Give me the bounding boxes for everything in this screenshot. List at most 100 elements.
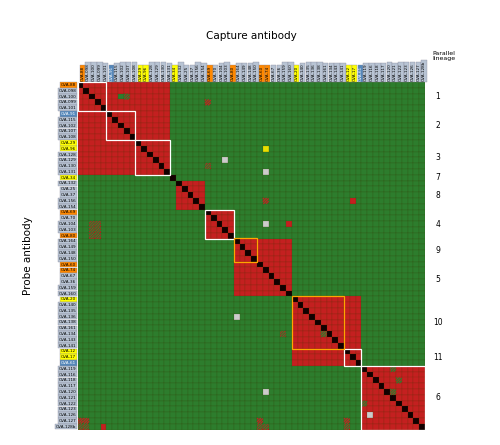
Bar xyxy=(246,424,252,429)
Bar xyxy=(84,331,89,337)
Bar xyxy=(298,152,304,158)
Bar xyxy=(130,291,136,296)
Bar xyxy=(84,412,89,418)
Bar xyxy=(124,389,130,395)
Bar xyxy=(373,227,378,233)
Bar xyxy=(356,354,362,360)
Bar xyxy=(332,82,338,88)
Bar xyxy=(414,400,419,406)
Bar xyxy=(373,308,378,314)
Bar xyxy=(384,267,390,273)
Bar xyxy=(141,418,147,424)
Bar xyxy=(124,175,130,181)
Bar xyxy=(84,82,89,88)
Bar xyxy=(158,146,164,152)
Bar xyxy=(194,239,199,244)
Text: OVA-120: OVA-120 xyxy=(388,63,392,81)
Bar xyxy=(257,111,263,117)
Bar xyxy=(298,105,304,111)
Text: OVA-122: OVA-122 xyxy=(399,63,403,81)
Bar xyxy=(309,325,315,331)
Bar xyxy=(252,389,257,395)
Bar xyxy=(124,337,130,343)
Bar xyxy=(124,412,130,418)
Bar xyxy=(338,134,344,140)
Bar xyxy=(321,204,326,210)
Bar xyxy=(263,354,268,360)
Bar xyxy=(280,400,286,406)
Bar xyxy=(176,256,182,262)
Bar xyxy=(194,256,199,262)
Bar xyxy=(222,94,228,100)
Bar xyxy=(350,406,356,412)
Bar xyxy=(396,152,402,158)
Bar xyxy=(228,198,234,204)
Bar xyxy=(78,163,84,169)
Bar xyxy=(356,210,362,215)
Bar xyxy=(136,354,141,360)
Bar xyxy=(205,233,210,239)
Bar xyxy=(321,354,326,360)
Bar xyxy=(194,389,199,395)
Bar xyxy=(298,273,304,279)
Bar xyxy=(309,377,315,383)
Bar xyxy=(84,227,89,233)
Bar xyxy=(390,140,396,146)
Bar xyxy=(344,221,350,227)
Bar xyxy=(396,279,402,285)
Bar xyxy=(309,158,315,163)
Text: OVA-128: OVA-128 xyxy=(58,153,76,157)
Bar xyxy=(222,256,228,262)
Bar xyxy=(153,337,158,343)
Bar xyxy=(373,325,378,331)
Bar xyxy=(321,314,326,320)
Bar xyxy=(274,343,280,348)
Bar xyxy=(78,88,84,94)
Bar xyxy=(199,175,205,181)
Bar xyxy=(170,181,176,186)
Bar xyxy=(164,239,170,244)
Bar xyxy=(234,94,239,100)
Bar xyxy=(216,244,222,250)
Bar xyxy=(326,296,332,302)
Bar xyxy=(390,279,396,285)
Bar xyxy=(274,140,280,146)
Bar xyxy=(362,343,367,348)
Bar xyxy=(419,239,425,244)
Bar xyxy=(373,204,378,210)
Bar xyxy=(199,146,205,152)
Bar xyxy=(136,239,141,244)
Bar xyxy=(112,146,118,152)
Bar xyxy=(176,348,182,354)
Bar xyxy=(315,372,321,377)
Bar xyxy=(118,354,124,360)
Bar xyxy=(78,389,84,395)
Bar xyxy=(309,100,315,105)
Bar xyxy=(332,314,338,320)
Bar xyxy=(286,210,292,215)
Bar xyxy=(136,424,141,429)
Bar xyxy=(390,158,396,163)
Bar xyxy=(112,111,118,117)
Bar xyxy=(263,129,268,134)
Bar xyxy=(350,343,356,348)
Bar xyxy=(136,331,141,337)
Bar xyxy=(199,314,205,320)
Bar xyxy=(263,158,268,163)
Bar xyxy=(194,105,199,111)
Bar xyxy=(274,400,280,406)
Bar xyxy=(106,354,112,360)
Bar xyxy=(280,123,286,129)
Bar xyxy=(338,348,344,354)
Bar xyxy=(298,308,304,314)
Bar xyxy=(158,377,164,383)
Bar xyxy=(100,169,106,175)
Bar xyxy=(153,424,158,429)
Bar xyxy=(240,250,246,256)
Bar xyxy=(112,117,118,123)
Bar xyxy=(378,105,384,111)
Text: OVA-121: OVA-121 xyxy=(58,396,76,400)
Bar xyxy=(396,348,402,354)
Bar xyxy=(402,233,407,239)
Bar xyxy=(141,256,147,262)
